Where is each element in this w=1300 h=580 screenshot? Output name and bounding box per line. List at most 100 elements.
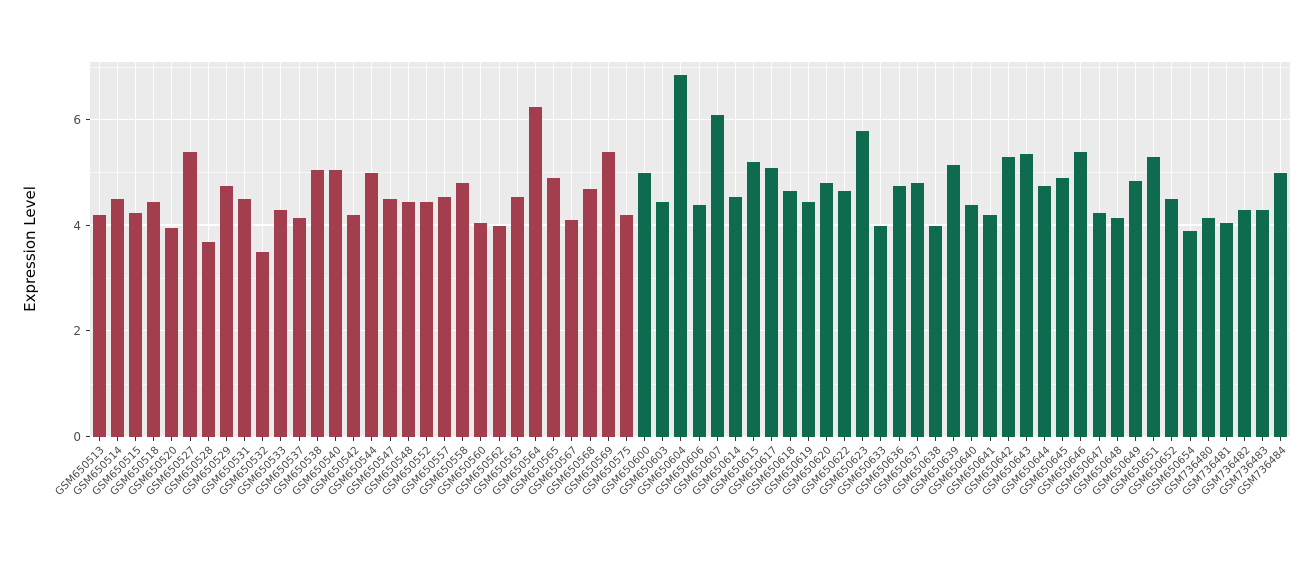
bar-GSM650647 <box>1092 212 1106 437</box>
x-tick-mark <box>607 437 609 441</box>
bar-GSM650544 <box>365 172 379 437</box>
bar-GSM650640 <box>965 204 979 437</box>
x-tick-mark <box>298 437 300 441</box>
bar-GSM650563 <box>510 196 524 437</box>
x-tick-mark <box>1007 437 1009 441</box>
x-tick-mark <box>534 437 536 441</box>
x-tick-mark <box>262 437 264 441</box>
x-tick-mark <box>371 437 373 441</box>
y-tick-mark <box>86 224 90 226</box>
bar-GSM650565 <box>547 178 561 437</box>
bar-GSM650614 <box>728 196 742 437</box>
x-tick-mark <box>1207 437 1209 441</box>
bar-GSM650564 <box>528 106 542 437</box>
bar-GSM650537 <box>292 217 306 437</box>
bar-GSM650547 <box>383 199 397 437</box>
y-tick-label: 4 <box>73 218 81 233</box>
x-tick-mark <box>1116 437 1118 441</box>
x-tick-mark <box>1171 437 1173 441</box>
bar-GSM650560 <box>474 223 488 437</box>
minor-gridline-y3 <box>90 277 1290 279</box>
bar-GSM650557 <box>438 196 452 437</box>
bar-GSM650514 <box>110 199 124 437</box>
x-tick-mark <box>353 437 355 441</box>
x-tick-mark <box>825 437 827 441</box>
bar-GSM650633 <box>874 225 888 437</box>
x-tick-mark <box>480 437 482 441</box>
bar-GSM650606 <box>692 204 706 437</box>
bar-GSM650651 <box>1147 157 1161 437</box>
x-tick-mark <box>807 437 809 441</box>
x-tick-mark <box>1244 437 1246 441</box>
bar-GSM650646 <box>1074 151 1088 437</box>
bar-GSM650542 <box>347 215 361 437</box>
bar-GSM650622 <box>838 191 852 437</box>
x-tick-mark <box>680 437 682 441</box>
x-tick-mark <box>280 437 282 441</box>
x-tick-mark <box>1225 437 1227 441</box>
x-tick-mark <box>789 437 791 441</box>
x-tick-mark <box>1044 437 1046 441</box>
x-tick-mark <box>553 437 555 441</box>
x-tick-mark <box>462 437 464 441</box>
minor-gridline-y5 <box>90 172 1290 173</box>
y-tick-label: 0 <box>73 430 81 444</box>
bar-GSM650636 <box>892 186 906 437</box>
bar-GSM650604 <box>674 75 688 437</box>
x-tick-mark <box>1280 437 1282 441</box>
bar-GSM650615 <box>747 162 761 437</box>
x-tick-mark <box>953 437 955 441</box>
major-gridline-y2 <box>90 329 1290 332</box>
x-tick-mark <box>916 437 918 441</box>
x-tick-mark <box>753 437 755 441</box>
x-tick-mark <box>516 437 518 441</box>
x-tick-mark <box>444 437 446 441</box>
bar-GSM650531 <box>238 199 252 437</box>
bar-GSM736484 <box>1274 172 1288 437</box>
major-gridline-y4 <box>90 224 1290 226</box>
vertical-gridline <box>262 62 264 437</box>
bar-GSM650529 <box>219 186 233 437</box>
bar-GSM650520 <box>165 228 179 437</box>
x-tick-mark <box>1189 437 1191 441</box>
x-tick-mark <box>98 437 100 441</box>
minor-gridline-y1 <box>90 383 1290 385</box>
bar-GSM650639 <box>947 165 961 437</box>
x-tick-mark <box>171 437 173 441</box>
x-tick-mark <box>698 437 700 441</box>
bar-GSM650623 <box>856 130 870 437</box>
x-tick-mark <box>1080 437 1082 441</box>
bar-GSM650533 <box>274 209 288 437</box>
x-tick-mark <box>316 437 318 441</box>
x-tick-mark <box>189 437 191 441</box>
bar-GSM650603 <box>656 201 670 437</box>
x-tick-mark <box>498 437 500 441</box>
x-tick-mark <box>1025 437 1027 441</box>
bar-GSM650548 <box>401 201 415 437</box>
x-tick-mark <box>134 437 136 441</box>
bar-GSM650567 <box>565 220 579 437</box>
y-tick-mark <box>86 119 90 121</box>
x-tick-mark <box>1262 437 1264 441</box>
bar-GSM736480 <box>1201 217 1215 437</box>
x-tick-mark <box>971 437 973 441</box>
bar-GSM650644 <box>1038 186 1052 437</box>
bar-GSM650619 <box>801 201 815 437</box>
bar-GSM650558 <box>456 183 470 437</box>
x-tick-mark <box>116 437 118 441</box>
x-tick-mark <box>734 437 736 441</box>
bar-GSM650638 <box>928 225 942 437</box>
bar-GSM650620 <box>819 183 833 437</box>
x-tick-mark <box>989 437 991 441</box>
x-axis: GSM650513 GSM650514 GSM650515 GSM650518 GSM6… <box>53 437 1290 580</box>
bar-GSM650518 <box>147 201 161 437</box>
x-tick-mark <box>207 437 209 441</box>
y-tick-mark <box>86 436 90 437</box>
x-tick-mark <box>625 437 627 441</box>
bar-GSM650540 <box>328 170 342 437</box>
bar-GSM650652 <box>1165 199 1179 437</box>
bar-GSM650642 <box>1001 157 1015 437</box>
bar-GSM650607 <box>710 114 724 437</box>
x-tick-mark <box>716 437 718 441</box>
bar-GSM650600 <box>638 172 652 437</box>
